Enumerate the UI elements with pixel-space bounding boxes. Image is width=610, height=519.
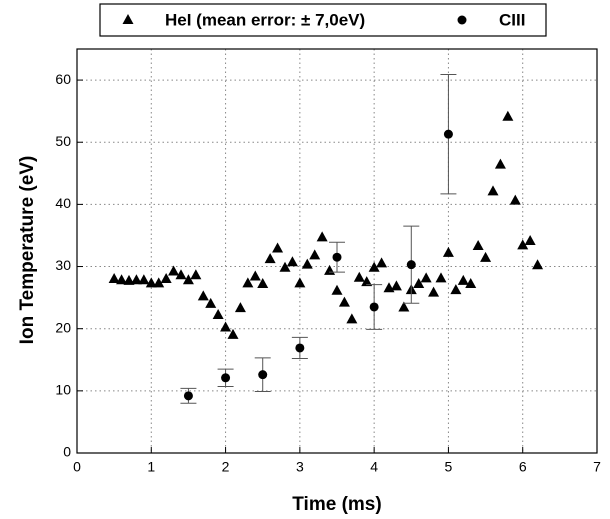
point: [249, 270, 261, 281]
point: [257, 277, 269, 288]
point: [406, 260, 416, 270]
point: [205, 297, 217, 308]
y-axis-title: Ion Temperature (eV): [17, 156, 38, 345]
y-tick-label: 20: [55, 319, 71, 335]
point: [130, 274, 142, 285]
point: [450, 284, 462, 295]
legend-label: CIII: [499, 10, 525, 29]
point: [272, 242, 284, 253]
point: [413, 277, 425, 288]
point: [487, 185, 499, 196]
point: [369, 302, 379, 312]
legend-marker: [122, 14, 134, 24]
y-tick-label: 40: [55, 195, 71, 211]
legend-marker: [457, 15, 467, 25]
point: [258, 370, 268, 380]
point: [331, 284, 343, 295]
point: [472, 240, 484, 251]
point: [182, 274, 194, 285]
point: [480, 251, 492, 262]
legend-box: [99, 3, 547, 37]
point: [190, 269, 202, 280]
point: [435, 272, 447, 283]
point: [353, 271, 365, 282]
point: [279, 261, 291, 272]
point: [294, 277, 306, 288]
point: [457, 274, 469, 285]
point: [494, 158, 506, 169]
y-tick-label: 0: [63, 444, 71, 460]
point: [517, 239, 529, 250]
point: [168, 265, 180, 276]
point: [442, 246, 454, 257]
point: [332, 252, 342, 262]
point: [221, 373, 231, 383]
point: [368, 261, 380, 272]
point: [316, 231, 328, 242]
point: [220, 321, 232, 332]
x-tick-label: 3: [296, 459, 304, 475]
point: [346, 313, 358, 324]
point: [301, 258, 313, 269]
y-tick-label: 10: [55, 382, 71, 398]
y-tick-label: 50: [55, 133, 71, 149]
point: [390, 280, 402, 291]
point: [116, 274, 128, 285]
point: [197, 290, 209, 301]
point: [183, 391, 193, 401]
x-axis-title: Time (ms): [292, 494, 381, 515]
point: [465, 277, 477, 288]
point: [123, 274, 135, 285]
point: [145, 277, 157, 288]
point: [212, 309, 224, 320]
point: [138, 274, 150, 285]
x-tick-label: 2: [222, 459, 230, 475]
point: [309, 249, 321, 260]
point: [428, 286, 440, 297]
x-tick-label: 6: [519, 459, 527, 475]
point: [361, 276, 373, 287]
x-tick-label: 1: [147, 459, 155, 475]
point: [532, 259, 544, 270]
point: [234, 302, 246, 313]
point: [153, 277, 165, 288]
point: [524, 235, 536, 246]
point: [108, 272, 120, 283]
x-tick-label: 0: [73, 459, 81, 475]
point: [398, 301, 410, 312]
y-tick-label: 60: [55, 71, 71, 87]
x-tick-label: 4: [370, 459, 378, 475]
point: [509, 194, 521, 205]
point: [286, 256, 298, 267]
point: [227, 328, 239, 339]
x-tick-label: 7: [593, 459, 601, 475]
plot-frame: [76, 48, 598, 454]
x-tick-label: 5: [445, 459, 453, 475]
y-tick-label: 30: [55, 257, 71, 273]
point: [160, 272, 172, 283]
point: [502, 110, 514, 121]
point: [242, 277, 254, 288]
point: [338, 296, 350, 307]
point: [443, 129, 453, 139]
point: [295, 343, 305, 353]
point: [376, 257, 388, 268]
legend-label: HeI (mean error: ± 7,0eV): [165, 10, 365, 29]
point: [420, 272, 432, 283]
point: [264, 253, 276, 264]
point: [175, 269, 187, 280]
